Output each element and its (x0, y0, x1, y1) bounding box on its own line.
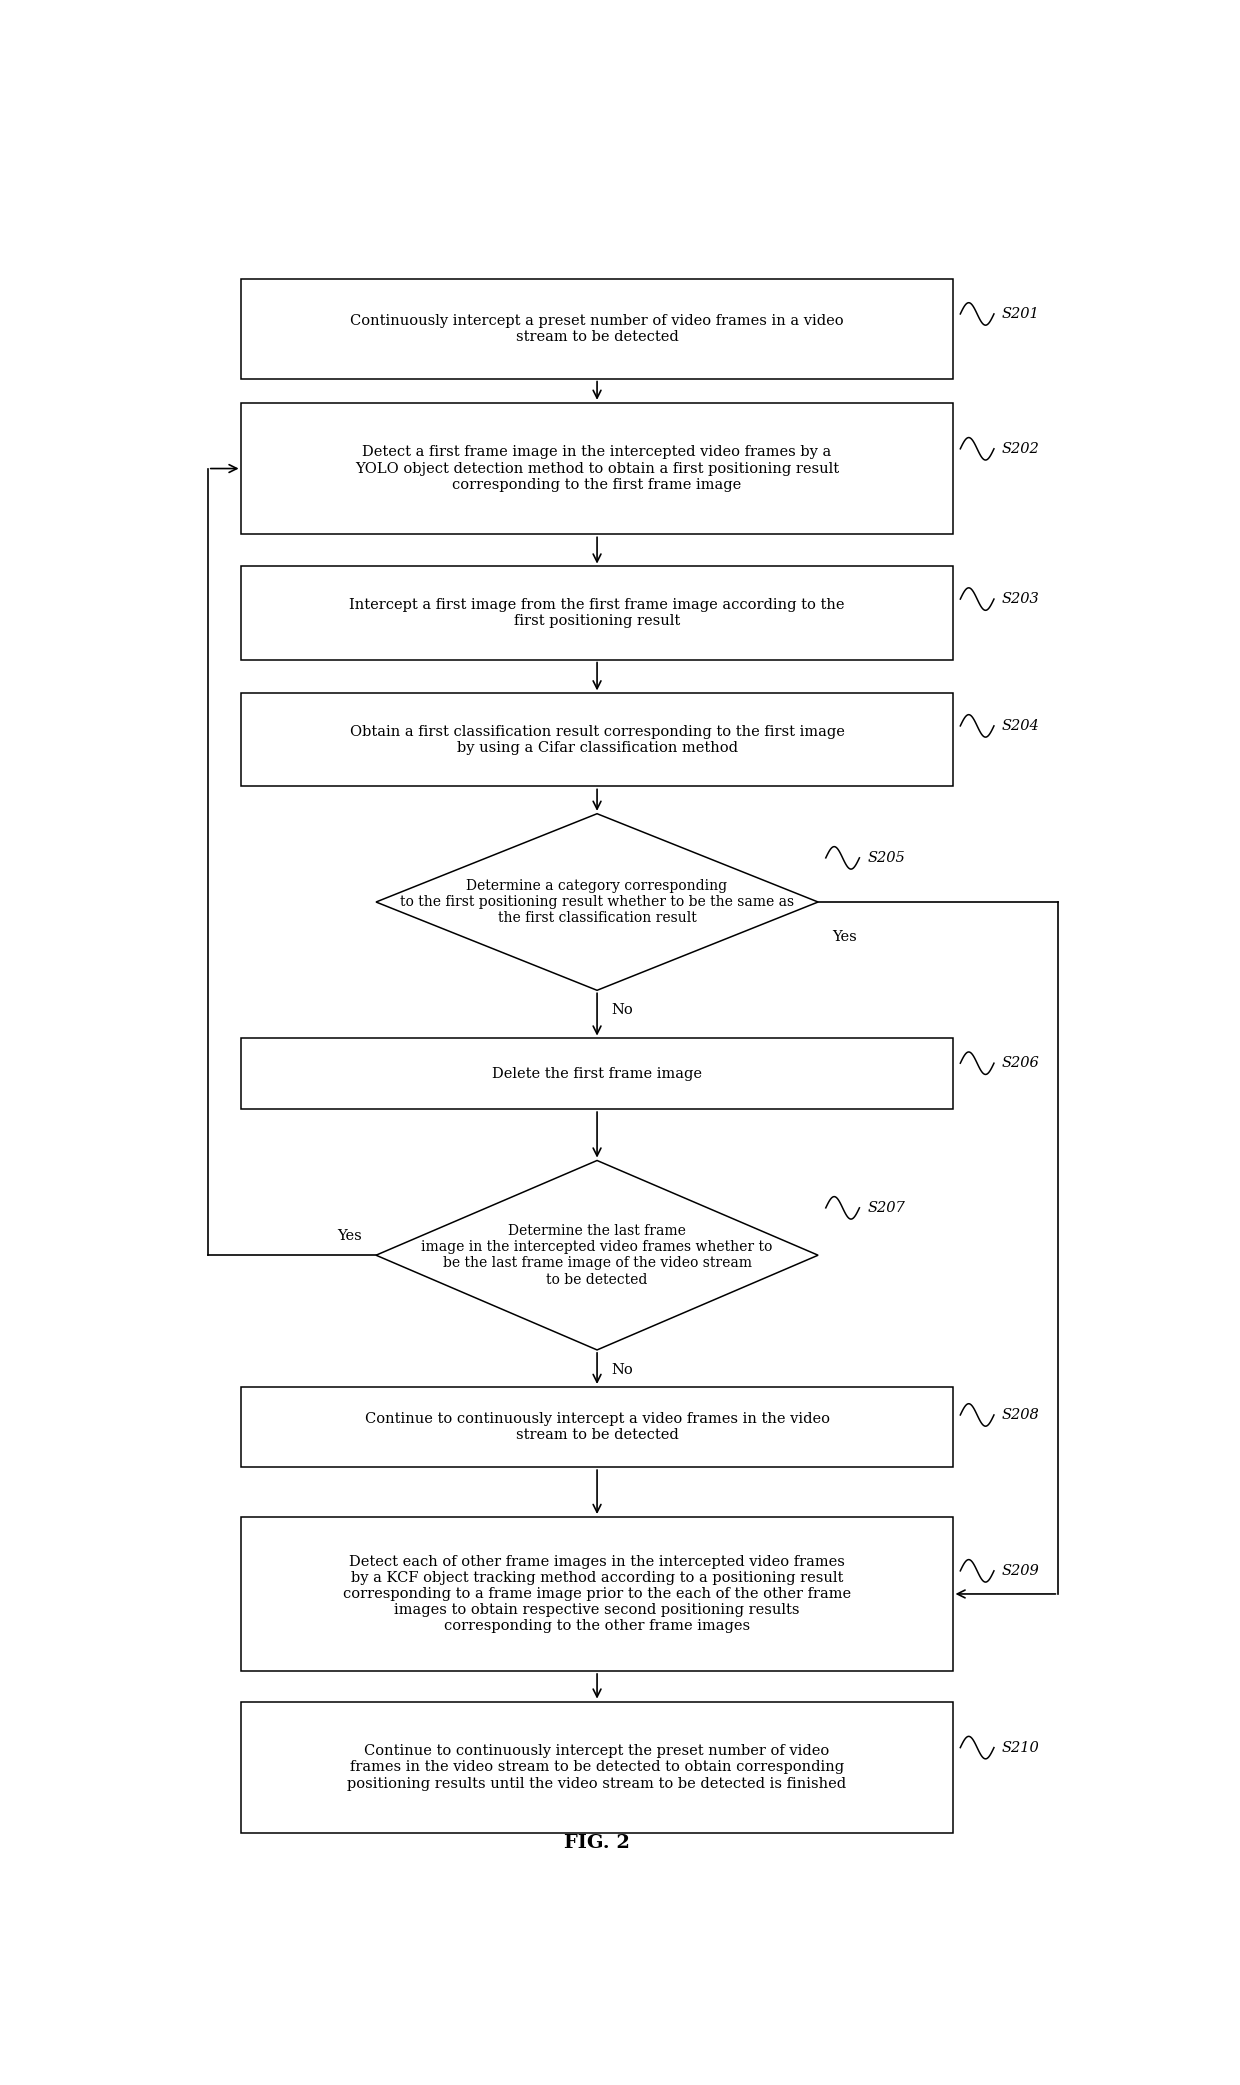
Text: Determine a category corresponding
to the first positioning result whether to be: Determine a category corresponding to th… (401, 878, 794, 926)
Text: S208: S208 (1002, 1407, 1039, 1422)
Text: S207: S207 (867, 1201, 905, 1216)
Polygon shape (376, 813, 818, 990)
FancyBboxPatch shape (242, 1701, 952, 1833)
Text: Continue to continuously intercept a video frames in the video
stream to be dete: Continue to continuously intercept a vid… (365, 1412, 830, 1443)
Text: Intercept a first image from the first frame image according to the
first positi: Intercept a first image from the first f… (350, 598, 844, 628)
Text: S203: S203 (1002, 592, 1039, 607)
FancyBboxPatch shape (242, 279, 952, 379)
Text: Detect each of other frame images in the intercepted video frames
by a KCF objec: Detect each of other frame images in the… (343, 1555, 851, 1633)
Text: S201: S201 (1002, 306, 1039, 321)
FancyBboxPatch shape (242, 1038, 952, 1109)
FancyBboxPatch shape (242, 567, 952, 659)
Text: S205: S205 (867, 851, 905, 865)
FancyBboxPatch shape (242, 1518, 952, 1670)
Text: Continue to continuously intercept the preset number of video
frames in the vide: Continue to continuously intercept the p… (347, 1745, 847, 1791)
FancyBboxPatch shape (242, 402, 952, 534)
Text: Yes: Yes (832, 930, 857, 945)
Text: S202: S202 (1002, 442, 1039, 457)
Text: Determine the last frame
image in the intercepted video frames whether to
be the: Determine the last frame image in the in… (422, 1224, 773, 1286)
Text: S210: S210 (1002, 1741, 1039, 1756)
FancyBboxPatch shape (242, 694, 952, 786)
Text: S209: S209 (1002, 1564, 1039, 1578)
Text: Continuously intercept a preset number of video frames in a video
stream to be d: Continuously intercept a preset number o… (350, 313, 844, 344)
Text: S206: S206 (1002, 1057, 1039, 1070)
Text: Obtain a first classification result corresponding to the first image
by using a: Obtain a first classification result cor… (350, 726, 844, 755)
Text: FIG. 2: FIG. 2 (564, 1835, 630, 1851)
Text: No: No (611, 1364, 634, 1376)
Text: Delete the first frame image: Delete the first frame image (492, 1068, 702, 1080)
Text: S204: S204 (1002, 719, 1039, 734)
Text: Detect a first frame image in the intercepted video frames by a
YOLO object dete: Detect a first frame image in the interc… (355, 446, 839, 492)
Text: Yes: Yes (337, 1228, 362, 1243)
Polygon shape (376, 1161, 818, 1349)
Text: No: No (611, 1003, 634, 1017)
FancyBboxPatch shape (242, 1387, 952, 1468)
